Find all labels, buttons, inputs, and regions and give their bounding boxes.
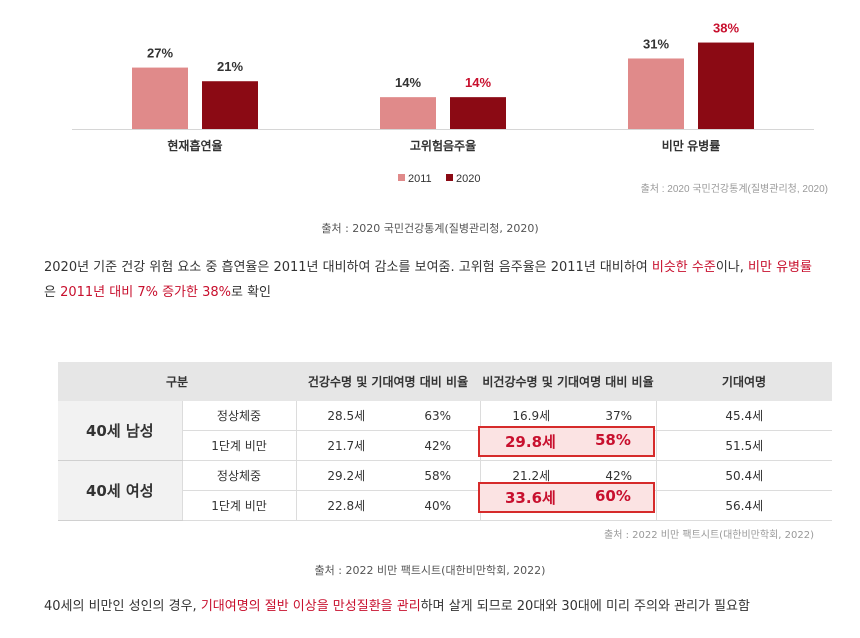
highlight-text: 비슷한 수준 [651, 260, 716, 275]
header-unhealthy-ratio: 비건강수명 및 기대여명 대비 비율 [480, 362, 656, 401]
cell: 37% [582, 401, 656, 431]
cell: 50.4세 [655, 460, 832, 491]
cell: 45.4세 [655, 401, 832, 431]
cell: 51.5세 [655, 430, 832, 461]
cell: 21.7세 [295, 430, 396, 461]
cell: 28.5세 [295, 401, 396, 431]
highlight-text: 기대여명의 절반 이상을 만성질환을 관리 [200, 599, 421, 614]
summary-paragraph-1: 2020년 기준 건강 위험 요소 중 흡연율은 2011년 대비하여 감소를 … [44, 255, 844, 305]
text-segment: 이나, [715, 260, 749, 275]
bar [698, 42, 754, 129]
highlight-value: 60% [595, 487, 631, 505]
cell: 22.8세 [295, 490, 396, 521]
cell: 58% [396, 460, 480, 491]
table-caption: 출처 : 2022 비만 팩트시트(대한비만학회, 2022) [314, 564, 546, 577]
category-label: 고위험음주율 [410, 138, 476, 153]
legend-swatch [398, 174, 405, 181]
table-source: 출처 : 2022 비만 팩트시트(대한비만학회, 2022) [604, 530, 814, 541]
cell: 42% [396, 430, 480, 461]
highlight-text: 2011년 대비 7% 증가한 38% [60, 285, 231, 300]
cell: 63% [396, 401, 480, 431]
bar-value-label: 14% [465, 75, 491, 90]
bar-value-label: 27% [147, 46, 173, 61]
highlight-value: 58% [595, 431, 631, 449]
bar-value-label: 38% [713, 21, 739, 36]
bar [628, 58, 684, 129]
row-subcategory: 정상체중 [181, 401, 296, 431]
cell: 16.9세 [479, 401, 582, 431]
text-segment: 2020년 기준 건강 위험 요소 중 흡연율은 2011년 대비하여 감소를 … [44, 260, 652, 275]
text-segment: 40세의 비만인 성인의 경우, [44, 599, 201, 614]
bar [380, 97, 436, 129]
bar-value-label: 14% [395, 75, 421, 90]
row-subcategory: 1단계 비만 [181, 430, 296, 461]
row-subcategory: 정상체중 [181, 460, 296, 491]
category-label: 현재흡연율 [167, 138, 222, 153]
highlight-text: 비만 유병률 [748, 260, 812, 275]
bar-chart: 27% 21% 현재흡연율 14% 14% 고위험음주율 31% 38% 비만 유병률 2011 2… [72, 21, 828, 195]
highlight-box [478, 426, 655, 457]
bar [132, 67, 188, 129]
group-label: 40세 남성 [58, 401, 182, 461]
bar [202, 81, 258, 129]
highlight-box [478, 482, 655, 513]
header-healthy-ratio: 건강수명 및 기대여명 대비 비율 [296, 362, 480, 401]
text-segment: 로 확인 [231, 285, 272, 300]
legend-swatch [446, 174, 453, 181]
legend-label: 2011 [408, 173, 432, 185]
text-segment: 하며 살게 되므로 20대와 30대에 미리 주의와 관리가 필요함 [420, 599, 750, 614]
cell: 40% [396, 490, 480, 521]
cell: 29.2세 [295, 460, 396, 491]
cell: 56.4세 [655, 490, 832, 521]
table-row: 40세 남성 정상체중 28.5세 63% 16.9세 37% 45.4세 [58, 401, 832, 461]
text-segment: 은 [44, 285, 61, 300]
table-header-row: 구분 건강수명 및 기대여명 대비 비율 비건강수명 및 기대여명 대비 비율 … [58, 362, 832, 401]
bar-value-label: 31% [643, 36, 669, 51]
highlight-value: 29.8세 [505, 433, 556, 451]
header-life-expectancy: 기대여명 [656, 362, 832, 401]
table-row: 40세 여성 정상체중 29.2세 58% 21.2세 42% 50.4세 [58, 460, 832, 521]
bar-value-label: 21% [217, 59, 243, 74]
chart-caption: 출처 : 2020 국민건강통계(질병관리청, 2020) [321, 222, 539, 235]
header-category: 구분 [58, 362, 296, 401]
summary-paragraph-2: 40세의 비만인 성인의 경우, 기대여명의 절반 이상을 만성질환을 관리하며… [44, 594, 844, 619]
bar [450, 97, 506, 129]
legend-label: 2020 [456, 173, 480, 185]
life-expectancy-table: 구분 건강수명 및 기대여명 대비 비율 비건강수명 및 기대여명 대비 비율 … [58, 362, 832, 521]
category-label: 비만 유병률 [662, 138, 721, 153]
row-subcategory: 1단계 비만 [181, 490, 296, 521]
highlight-value: 33.6세 [505, 489, 556, 507]
group-label: 40세 여성 [58, 460, 182, 521]
chart-source: 출처 : 2020 국민건강통계(질병관리청, 2020) [641, 183, 828, 195]
